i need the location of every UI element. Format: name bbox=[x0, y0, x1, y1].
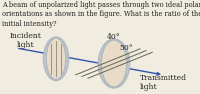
Ellipse shape bbox=[101, 40, 127, 87]
Ellipse shape bbox=[46, 38, 66, 80]
Text: Transmitted
light: Transmitted light bbox=[140, 74, 187, 91]
Text: 50°: 50° bbox=[119, 44, 133, 52]
Ellipse shape bbox=[44, 37, 68, 80]
Ellipse shape bbox=[98, 39, 130, 88]
Text: 40°: 40° bbox=[107, 33, 121, 41]
Text: Incident
light: Incident light bbox=[10, 32, 42, 49]
Text: A beam of unpolarized light passes through two ideal polarizing filters with dif: A beam of unpolarized light passes throu… bbox=[2, 1, 200, 28]
